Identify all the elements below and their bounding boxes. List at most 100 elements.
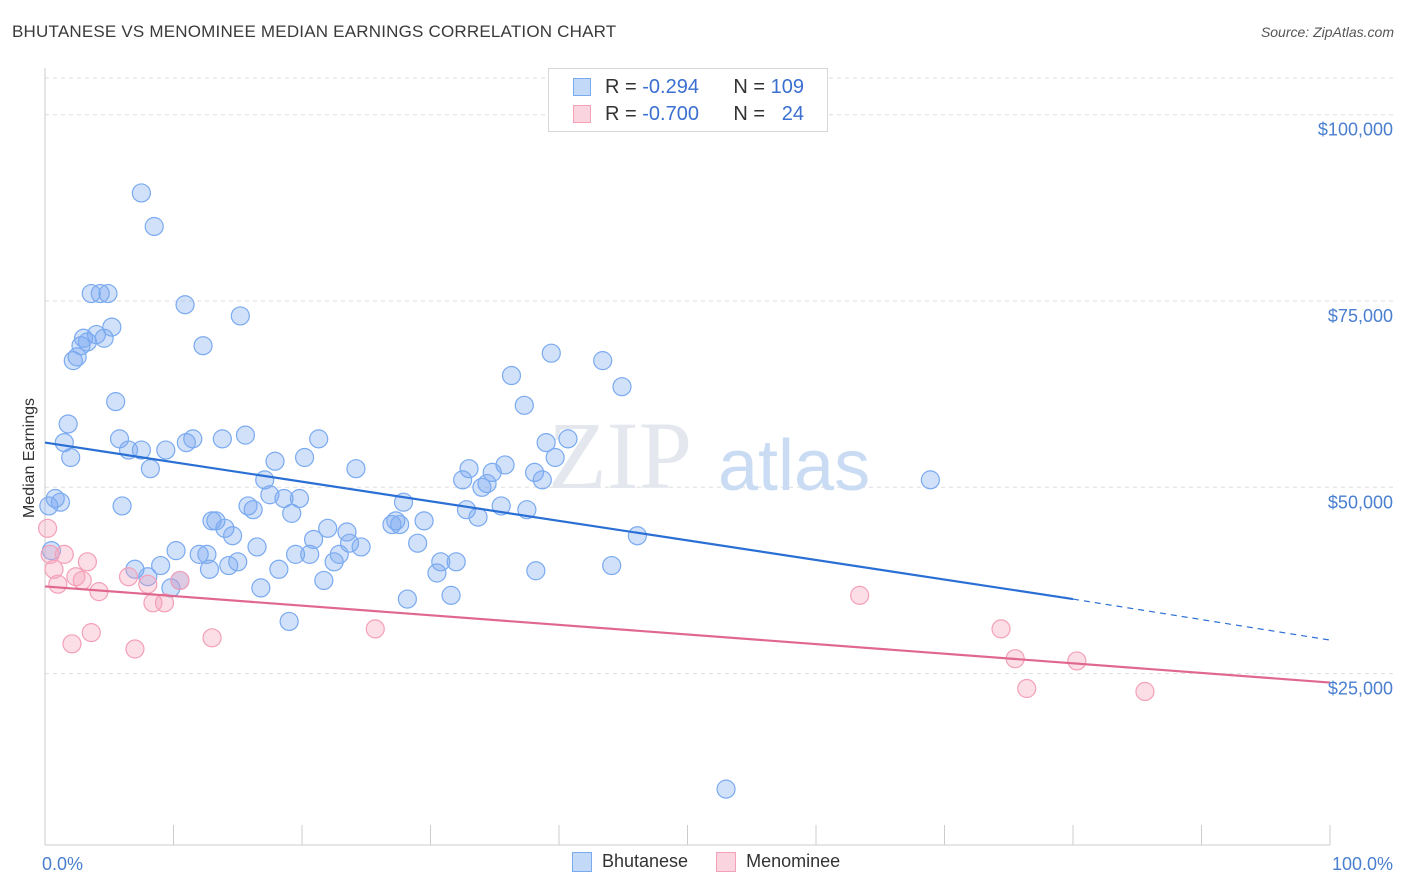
gridlines [45,77,1395,675]
data-point-bhutanese [39,496,59,516]
data-point-bhutanese [193,336,213,356]
data-point-bhutanese [223,526,243,546]
data-point-bhutanese [274,488,294,509]
legend-swatch-bhutanese [573,78,591,96]
data-point-bhutanese [102,317,122,337]
data-point-bhutanese [314,570,334,591]
data-point-bhutanese [197,544,217,564]
data-point-bhutanese [351,537,371,557]
data-point-bhutanese [294,447,315,468]
data-point-bhutanese [446,552,466,572]
data-point-bhutanese [90,283,110,304]
bottom-legend-swatch-menominee [716,851,737,872]
data-point-bhutanese [98,283,118,304]
legend-r-value: -0.294 [642,75,699,98]
data-point-bhutanese [309,429,329,449]
data-point-menominee [81,623,101,643]
data-point-bhutanese [131,440,151,460]
data-point-bhutanese [541,343,561,363]
x-tick-label: 100.0% [1332,854,1393,874]
data-point-menominee [54,544,74,564]
data-point-bhutanese [408,533,428,553]
legend-r-value: -0.700 [642,102,699,125]
legend-row-menominee: R = -0.700 N = 24 [573,102,804,126]
bottom-legend-label: Bhutanese [602,851,689,871]
data-point-bhutanese [612,377,632,397]
data-point-bhutanese [265,451,285,471]
data-point-bhutanese [112,496,132,516]
data-point-bhutanese [536,432,556,453]
data-point-menominee [170,570,190,591]
data-point-bhutanese [215,518,235,538]
data-point-bhutanese [247,537,267,557]
series-bhutanese-points [39,183,940,799]
legend-r-label: R = [605,102,637,125]
data-point-bhutanese [453,470,473,490]
bottom-legend-menominee: Menominee [716,851,840,872]
data-point-bhutanese [73,328,94,348]
data-point-menominee [37,518,58,538]
trend-line-menominee [44,585,1331,684]
bottom-legend-label: Menominee [746,851,841,871]
data-point-menominee [202,628,222,648]
data-point-bhutanese [131,183,151,203]
y-tick-label: $100,000 [1318,120,1393,140]
x-tick-label: 0.0% [42,854,83,874]
data-point-bhutanese [282,503,302,523]
trend-line-bhutanese [44,441,1074,601]
data-point-bhutanese [61,447,81,468]
data-point-menominee [72,570,92,591]
data-point-bhutanese [166,541,186,561]
data-point-bhutanese [593,351,613,371]
source-label: Source: ZipAtlas.com [1260,24,1394,40]
data-point-bhutanese [459,459,479,479]
legend-n-value: 24 [781,102,804,125]
y-axis-label: Median Earnings [21,398,38,518]
data-point-bhutanese [386,511,406,531]
watermark: ZIP atlas [548,402,870,509]
data-point-bhutanese [279,611,299,632]
data-point-bhutanese [627,526,647,546]
legend-r-label: R = [605,75,637,98]
data-point-menominee [44,559,64,579]
data-point-menominee [40,544,60,564]
data-point-bhutanese [175,295,195,315]
data-point-menominee [118,567,139,587]
data-point-bhutanese [144,216,164,237]
data-point-menominee [991,619,1011,639]
data-point-bhutanese [156,440,176,460]
data-point-menominee [138,574,158,594]
data-point-bhutanese [243,500,263,520]
data-point-bhutanese [501,365,522,386]
data-point-bhutanese [189,544,209,564]
data-point-bhutanese [94,328,114,348]
data-point-bhutanese [346,459,366,479]
data-point-menominee [125,639,145,659]
data-point-bhutanese [716,779,736,799]
data-point-menominee [154,593,175,613]
data-point-bhutanese [212,429,232,449]
data-point-bhutanese [524,462,545,483]
bottom-legend: Bhutanese Menominee [572,851,868,872]
data-point-bhutanese [50,492,71,512]
data-point-bhutanese [140,459,160,479]
legend-n-value: 109 [770,75,804,98]
tick-labels: $25,000 $50,000 $75,000 $100,000 0.0% 100.0% [42,120,1393,874]
data-point-bhutanese [337,522,357,542]
data-point-menominee [1017,678,1037,699]
data-point-bhutanese [138,567,158,587]
data-point-bhutanese [920,470,940,490]
data-point-menominee [77,552,98,572]
data-point-bhutanese [58,414,78,434]
data-point-bhutanese [339,533,360,553]
data-point-bhutanese [230,306,250,326]
data-point-bhutanese [303,529,324,550]
data-point-bhutanese [397,589,417,609]
data-point-bhutanese [300,544,320,564]
data-point-bhutanese [67,347,87,367]
data-point-bhutanese [318,518,338,538]
watermark-zip: ZIP [548,402,692,509]
data-point-bhutanese [199,559,220,579]
data-point-bhutanese [526,561,546,581]
